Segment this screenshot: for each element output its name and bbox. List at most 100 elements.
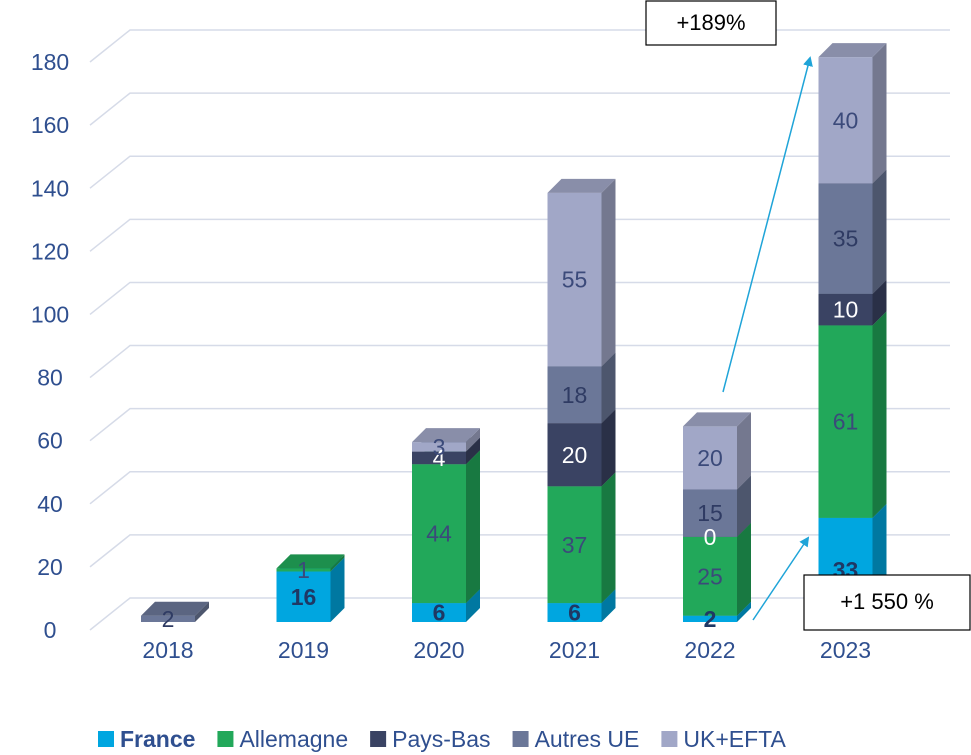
bar-side <box>466 589 480 622</box>
bar-segment <box>683 522 751 616</box>
bar-side <box>872 43 887 184</box>
legend-label: Pays-Bas <box>392 726 490 752</box>
arrow <box>752 536 810 621</box>
bar-front <box>547 486 602 604</box>
bar-segment <box>412 428 480 452</box>
y-tick-label: 0 <box>44 617 57 643</box>
legend-label: Allemagne <box>239 726 348 752</box>
data-label: 6 <box>568 600 581 626</box>
bar-front <box>412 451 466 465</box>
grid-line <box>89 344 950 379</box>
grid-line <box>89 471 950 505</box>
bar-front <box>547 366 602 424</box>
data-label: 37 <box>562 532 588 558</box>
bar-side <box>601 472 616 604</box>
legend-label: France <box>120 726 195 752</box>
y-tick-label: 20 <box>37 554 63 580</box>
x-tick-label: 2019 <box>278 637 329 663</box>
grid-line <box>89 534 950 568</box>
y-tick-label: 80 <box>37 365 63 391</box>
data-label: 1 <box>297 557 310 583</box>
legend-label: UK+EFTA <box>683 726 786 752</box>
legend-swatch <box>98 731 114 747</box>
grid-line <box>89 92 950 126</box>
data-label: 6 <box>433 600 446 626</box>
data-label: 2 <box>704 606 717 632</box>
bar-side <box>330 554 345 572</box>
bar-side <box>737 601 751 622</box>
legend-swatch <box>217 731 234 747</box>
bar-front <box>141 615 195 622</box>
x-tick-label: 2021 <box>549 637 600 663</box>
bar-top <box>141 601 209 616</box>
x-tick-label: 2020 <box>413 637 464 663</box>
bar-side <box>466 437 480 465</box>
grid-line <box>89 155 950 189</box>
annotation-box <box>803 574 971 631</box>
bar-segment <box>412 450 480 604</box>
bar-segment <box>141 601 209 622</box>
y-tick-label: 120 <box>31 238 69 264</box>
bar-segment <box>683 412 751 490</box>
data-label: 55 <box>562 267 588 293</box>
bar-side <box>601 352 616 424</box>
bar-front <box>818 293 873 326</box>
bar-top <box>683 412 751 427</box>
y-tick-label: 160 <box>31 112 69 138</box>
annotation: +189% <box>676 10 745 35</box>
bar-front <box>818 183 873 294</box>
bar-side <box>872 311 887 518</box>
bar-front <box>547 192 602 367</box>
data-label: 2 <box>162 606 175 632</box>
bar-segment <box>818 311 887 518</box>
y-tick-label: 60 <box>37 428 63 454</box>
data-label: 0 <box>704 524 717 550</box>
data-label: 40 <box>833 107 859 133</box>
y-tick-label: 40 <box>37 491 63 517</box>
bar-side <box>737 475 751 537</box>
legend-swatch <box>370 731 387 747</box>
bar-side <box>466 450 480 604</box>
bar-front <box>818 57 873 184</box>
bar-side <box>601 409 616 487</box>
data-label: 20 <box>562 442 588 468</box>
bar-segment <box>818 43 887 184</box>
bar-front <box>412 442 466 452</box>
data-label: 61 <box>833 409 859 435</box>
legend-label: Autres UE <box>535 726 640 752</box>
bar-side <box>466 428 480 452</box>
bar-top <box>547 178 616 193</box>
legend-swatch <box>661 731 678 747</box>
data-label: 18 <box>562 382 588 408</box>
bar-top <box>818 43 887 58</box>
bar-front <box>412 603 466 622</box>
bar-segment <box>547 178 616 367</box>
legend: France Allemagne Pays-Bas Autres UE UK+EFTA <box>98 726 787 752</box>
grid-line <box>89 281 950 316</box>
data-label: 16 <box>291 584 317 610</box>
annotation-box <box>645 0 777 46</box>
bar-front <box>683 426 737 490</box>
x-tick-label: 2022 <box>684 637 735 663</box>
bar-side <box>601 589 616 622</box>
arrow <box>722 56 813 393</box>
bar-front <box>683 489 737 537</box>
bar-side <box>872 279 887 326</box>
bar-top <box>276 554 345 569</box>
bar-side <box>737 522 751 616</box>
bar-front <box>276 568 331 572</box>
data-label: 10 <box>833 297 859 323</box>
data-label: 20 <box>697 445 723 471</box>
bar-front <box>276 571 331 622</box>
bar-segment <box>276 554 345 572</box>
bar-front <box>818 325 873 518</box>
y-tick-label: 100 <box>31 302 69 328</box>
bar-front <box>547 423 602 487</box>
bar-front <box>683 615 737 622</box>
bar-side <box>330 557 345 622</box>
data-label: 4 <box>433 445 446 471</box>
bar-side <box>872 169 887 294</box>
bar-side <box>601 178 616 367</box>
